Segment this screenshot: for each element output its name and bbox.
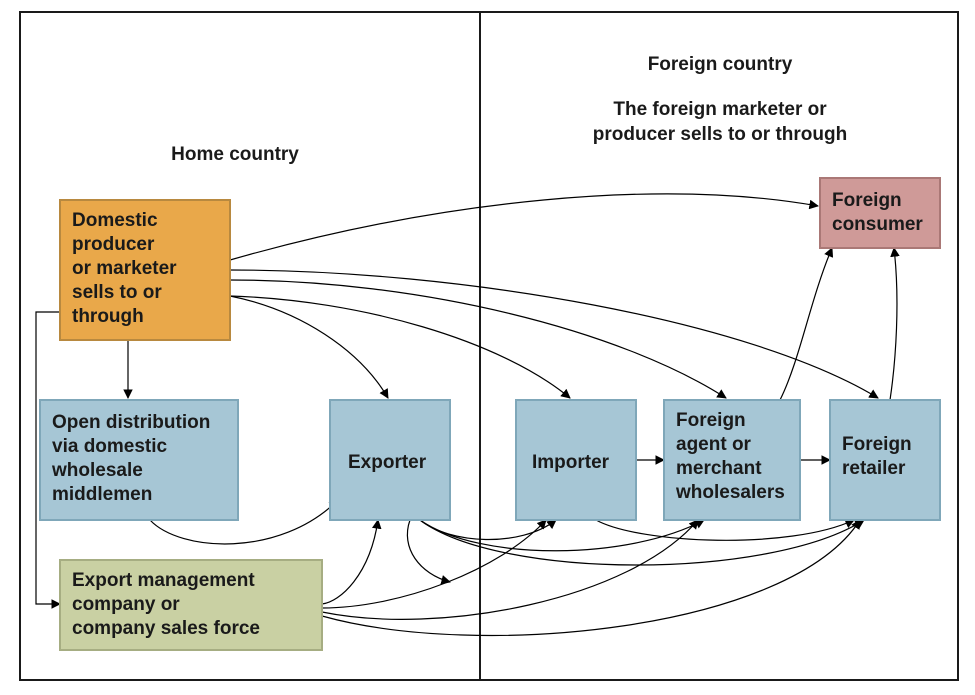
region-foreign-title: Foreign country (648, 54, 793, 75)
node-emc-label-0: Export management (72, 570, 255, 591)
node-emc: Export management company or company sales… (60, 560, 322, 650)
node-open_dist-label-1: via domestic (52, 436, 168, 457)
node-agent-label-2: merchant (676, 458, 762, 479)
node-retailer-label-1: retailer (842, 458, 906, 479)
node-importer-label-0: Importer (532, 452, 610, 473)
node-exporter: Exporter (330, 400, 450, 520)
node-producer-label-2: or marketer (72, 258, 177, 279)
node-emc-label-1: company or (72, 594, 180, 615)
node-producer-label-4: through (72, 306, 144, 327)
region-home-title: Home country (171, 144, 299, 165)
node-emc-label-2: company sales force (72, 618, 260, 639)
node-retailer: Foreign retailer (830, 400, 940, 520)
region-foreign-subtitle-1: The foreign marketer or (613, 99, 827, 120)
region-foreign-subtitle-2: producer sells to or through (593, 124, 847, 145)
node-agent: Foreign agent or merchant wholesalers (664, 400, 800, 520)
node-open_dist-label-2: wholesale (51, 460, 143, 481)
node-consumer-box (820, 178, 940, 248)
node-agent-label-0: Foreign (676, 410, 746, 431)
node-open_dist-label-3: middlemen (52, 484, 152, 505)
node-producer: Domestic producer or marketer sells to or th… (60, 200, 230, 340)
node-exporter-label-0: Exporter (348, 452, 427, 473)
node-open_dist-label-0: Open distribution (52, 412, 210, 433)
node-retailer-label-0: Foreign (842, 434, 912, 455)
node-producer-label-3: sells to or (72, 282, 162, 303)
node-consumer-label-0: Foreign (832, 190, 902, 211)
node-producer-label-1: producer (72, 234, 155, 255)
node-producer-label-0: Domestic (72, 210, 158, 231)
node-importer: Importer (516, 400, 636, 520)
node-consumer: Foreign consumer (820, 178, 940, 248)
node-agent-label-3: wholesalers (675, 482, 785, 503)
node-consumer-label-1: consumer (832, 214, 923, 235)
node-open_dist: Open distribution via domestic wholesale mi… (40, 400, 238, 520)
node-agent-label-1: agent or (676, 434, 752, 455)
